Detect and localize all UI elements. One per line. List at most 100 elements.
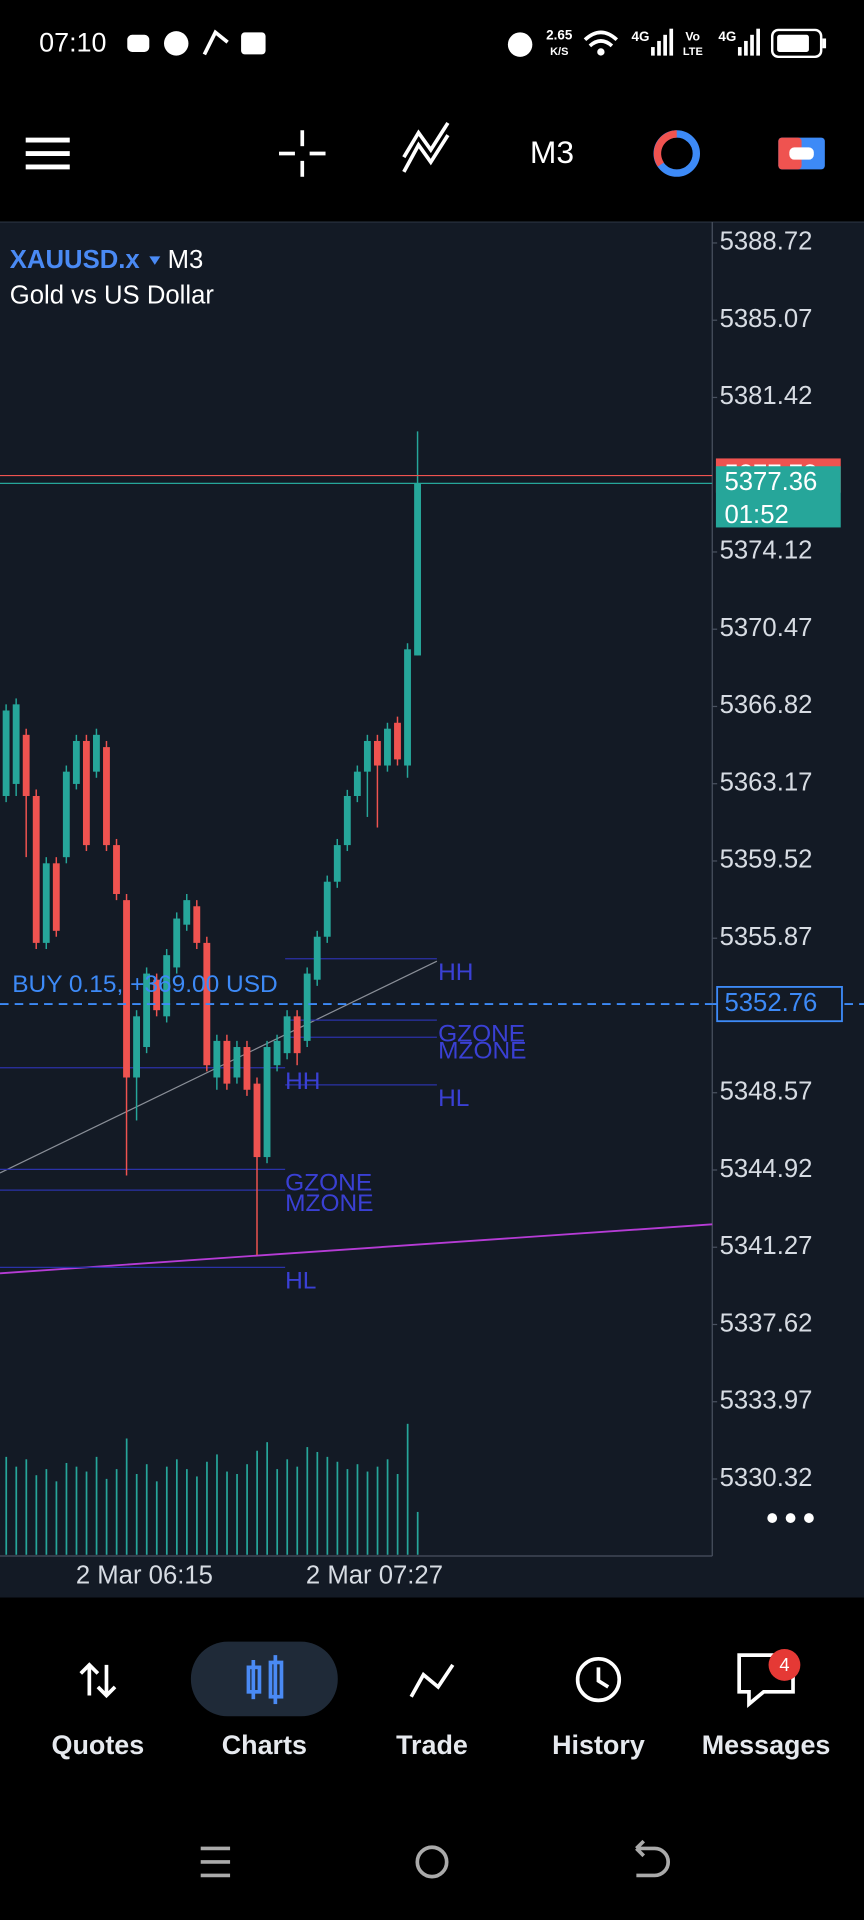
y-tick-label: 5333.97 bbox=[720, 1387, 813, 1415]
volume-bar bbox=[35, 1475, 38, 1555]
candle-body bbox=[384, 728, 391, 766]
trade-icon[interactable] bbox=[409, 1663, 455, 1698]
volume-bar bbox=[135, 1473, 138, 1555]
y-tick-label: 5381.42 bbox=[720, 382, 813, 410]
symbol-dropdown[interactable] bbox=[149, 256, 161, 265]
candle-body bbox=[22, 734, 30, 796]
candle-body bbox=[333, 845, 341, 882]
candle-body bbox=[143, 973, 151, 1048]
candle-body bbox=[233, 1047, 241, 1078]
more-button[interactable] bbox=[767, 1513, 814, 1523]
badge-count: 4 bbox=[779, 1654, 789, 1675]
nav-label[interactable]: Messages bbox=[702, 1730, 831, 1760]
candle-body bbox=[113, 845, 120, 894]
volume-bar bbox=[416, 1511, 419, 1555]
history-icon[interactable] bbox=[575, 1656, 622, 1703]
candle-body bbox=[283, 1016, 291, 1054]
plot: 5388.72 5385.07 5381.42 5374.12 5370.47 5366.… bbox=[0, 228, 864, 1590]
nav-labels: Quotes Charts Trade History Messages bbox=[52, 1730, 831, 1760]
candle-body bbox=[343, 795, 351, 846]
candle-body bbox=[323, 881, 331, 937]
recents-button[interactable] bbox=[200, 1846, 231, 1878]
menu-button[interactable] bbox=[25, 137, 70, 170]
volume-bar bbox=[55, 1481, 58, 1555]
volte-label: LTE bbox=[683, 46, 703, 58]
candle-body bbox=[373, 740, 381, 766]
position-price-box bbox=[716, 986, 843, 1023]
volume-bar bbox=[256, 1450, 258, 1555]
net-speed: 2.65 bbox=[546, 28, 573, 43]
annotation-label: MZONE bbox=[438, 1037, 526, 1064]
candle-body bbox=[42, 863, 50, 943]
volume-bar bbox=[226, 1471, 228, 1555]
annotation-label: MZONE bbox=[285, 1190, 373, 1217]
x-tick-label: 2 Mar 06:15 bbox=[76, 1562, 213, 1590]
active-tab-pill bbox=[190, 1641, 338, 1717]
volume-bar bbox=[356, 1464, 359, 1555]
volume-bar bbox=[186, 1469, 188, 1555]
sim-label: 4G bbox=[631, 29, 649, 44]
volume-bar bbox=[376, 1466, 379, 1555]
crosshair-button[interactable] bbox=[279, 130, 326, 177]
candle-body bbox=[353, 771, 361, 796]
indicators-button[interactable] bbox=[402, 121, 450, 173]
candle-body bbox=[32, 795, 40, 943]
candle-body bbox=[103, 747, 110, 846]
y-tick-label: 5366.82 bbox=[720, 691, 813, 719]
candle-body bbox=[12, 704, 20, 784]
nav-label[interactable]: Charts bbox=[222, 1730, 307, 1760]
y-tick-label: 5363.17 bbox=[720, 769, 813, 797]
y-tick-label: 5388.72 bbox=[720, 228, 813, 256]
volume-bar bbox=[306, 1447, 309, 1555]
volume-bar bbox=[45, 1469, 48, 1555]
symbol-description: Gold vs US Dollar bbox=[10, 281, 215, 309]
one-click-button[interactable] bbox=[778, 137, 825, 170]
back-button[interactable] bbox=[635, 1839, 671, 1878]
candle-body bbox=[223, 1040, 231, 1084]
volume-bar bbox=[246, 1464, 248, 1555]
trade-clock-button[interactable] bbox=[653, 130, 701, 177]
x-tick-label: 2 Mar 07:27 bbox=[306, 1562, 443, 1590]
volume-bar bbox=[346, 1469, 349, 1555]
nav-label[interactable]: Quotes bbox=[52, 1730, 145, 1760]
candle-body bbox=[133, 1016, 141, 1078]
nav-label[interactable]: Trade bbox=[396, 1730, 468, 1760]
candle-body bbox=[363, 740, 371, 772]
volume-bar bbox=[145, 1464, 148, 1555]
volume-bar bbox=[316, 1451, 319, 1555]
volte-label: Vo bbox=[685, 29, 700, 43]
volume-bar bbox=[296, 1466, 299, 1555]
trend-line bbox=[0, 1223, 713, 1275]
volume-bar bbox=[396, 1473, 399, 1555]
volume-bar bbox=[15, 1466, 18, 1555]
quotes-icon[interactable] bbox=[79, 1662, 117, 1699]
position-label: BUY 0.15, +369.00 USD bbox=[12, 971, 277, 998]
timeframe-button[interactable]: M3 bbox=[530, 134, 574, 170]
candle-body bbox=[183, 900, 191, 925]
candle-body bbox=[404, 649, 411, 766]
candle-body bbox=[394, 722, 401, 760]
candle-body bbox=[263, 1047, 271, 1158]
y-tick-label: 5385.07 bbox=[720, 305, 813, 333]
bottom-nav bbox=[0, 1597, 864, 1794]
candle-body bbox=[82, 740, 90, 846]
annotation-label: GZONE bbox=[285, 1170, 372, 1197]
chart-area bbox=[0, 222, 864, 1598]
annotation-label: HH bbox=[438, 959, 473, 986]
volume-bar bbox=[25, 1459, 28, 1555]
charts-icon[interactable] bbox=[246, 1655, 284, 1705]
home-button[interactable] bbox=[415, 1845, 449, 1879]
nav-label[interactable]: History bbox=[552, 1730, 645, 1760]
candle-body bbox=[72, 740, 80, 784]
bid-label-box bbox=[715, 466, 841, 528]
candle-body bbox=[123, 900, 130, 1078]
y-tick-label: 5359.52 bbox=[720, 846, 813, 874]
candle-body bbox=[163, 955, 171, 1017]
volume-bar bbox=[125, 1438, 128, 1555]
symbol[interactable]: XAUUSD.x bbox=[10, 246, 141, 274]
volume-bar bbox=[266, 1442, 269, 1555]
volume-bar bbox=[95, 1456, 98, 1555]
annotation-label: HL bbox=[285, 1267, 316, 1294]
